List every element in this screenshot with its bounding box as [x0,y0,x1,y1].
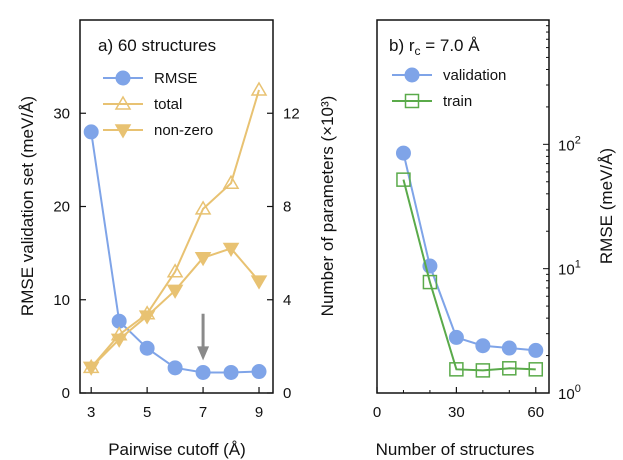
panel-a-annotation-arrow [197,313,210,361]
panel-a-point-non-zero [194,252,212,267]
panel-b-legend-label: train [443,93,472,110]
panel-a-point-RMSE [195,364,211,380]
panel-a-legend-label: RMSE [154,70,197,87]
panel-b-point-validation [448,329,464,345]
panel-a-left-tick-label: 10 [53,292,70,309]
panel-a-x-axis-label: Pairwise cutoff (Å) [108,440,246,459]
panel-a-point-RMSE [167,360,183,376]
panel-b-x-tick-label: 30 [448,404,465,421]
panel-a-point-total [194,200,212,215]
panel-b-legend-marker [404,93,420,109]
panel-a-left-tick-label: 0 [62,385,70,402]
panel-b-point-train [475,363,491,378]
panel-b-point-train [422,274,438,290]
panel-a-legend: RMSE total non-zero [103,70,213,139]
panel-a-point-non-zero [222,242,240,257]
panel-b-point-validation [528,342,544,358]
panel-a-right-tick-label: 4 [283,292,291,309]
panel-a-point-non-zero [110,333,128,348]
panel-a-x-tick-label: 9 [255,404,263,421]
panel-b-frame [376,19,550,394]
panel-b-x-tick-label: 0 [373,404,381,421]
panel-a-x-tick-label: 5 [143,404,151,421]
panel-a-point-RMSE [139,340,155,356]
panel-a-legend-marker [114,95,132,110]
arrow-head [197,346,210,361]
panel-b-y-tick-label: 101 [558,259,581,279]
panel-a-point-non-zero [82,361,100,376]
panel-b-ticks: 0 30 60 100 101 102 [373,25,581,421]
panel-b-point-validation [475,338,491,354]
panel-a-point-RMSE [111,313,127,329]
panel-b: b) rc = 7.0 Å Number of structures RMSE … [373,19,616,459]
panel-b-x-axis-label: Number of structures [376,440,535,459]
panel-a-right-tick-label: 0 [283,385,291,402]
panel-a-point-total [250,81,268,96]
panel-b-y-tick-label: 100 [558,383,581,403]
panel-b-title-suffix: = 7.0 Å [421,36,481,55]
panel-a-right-tick-label: 12 [283,105,300,122]
panel-a-legend-marker [114,124,132,139]
panel-b-point-train [396,172,411,187]
panel-a-point-total [166,263,184,278]
panel-a-point-RMSE [223,364,239,380]
panel-a-right-axis-label: Number of parameters (×10³) [318,96,337,317]
panel-a-point-non-zero [250,275,268,290]
panel-a-left-tick-label: 20 [53,199,70,216]
panel-b-legend-marker [404,67,420,83]
panel-b-legend-label: validation [443,67,506,84]
panel-b-title: b) rc = 7.0 Å [389,36,480,58]
panel-a-point-RMSE [83,124,99,140]
panel-b-title-subscript: c [415,44,421,58]
panel-b-point-train [528,362,544,377]
panel-a-left-tick-label: 30 [53,105,70,122]
panel-a-legend-label: total [154,96,182,113]
panel-b-series-line-train [402,179,536,372]
panel-b-y-axis-label: RMSE (meV/Å) [597,148,616,264]
panel-a-ticks: 3 5 7 9 0 10 20 30 0 4 8 12 [53,105,299,421]
panel-a-point-RMSE [251,364,267,380]
panel-b-point-validation [501,340,517,356]
panel-b-series [395,145,544,378]
panel-b-x-tick-label: 60 [527,404,544,421]
panel-a-series [82,81,268,380]
panel-b-title-prefix: b) r [389,36,415,55]
panel-b-point-validation [395,145,411,161]
panel-a: a) 60 structures Pairwise cutoff (Å) RMS… [18,19,337,459]
panel-b-legend: validation train [392,67,506,110]
panel-a-point-non-zero [138,310,156,325]
panel-a-legend-marker [115,70,131,86]
panel-a-left-axis-label: RMSE validation set (meV/Å) [18,96,37,316]
panel-a-point-total [222,174,240,189]
panel-b-y-tick-label: 102 [558,134,581,154]
panel-a-point-non-zero [166,284,184,299]
panel-b-point-train [449,362,464,377]
panel-a-legend-label: non-zero [154,122,213,139]
panel-b-point-train [502,361,517,376]
panel-a-x-tick-label: 7 [199,404,207,421]
panel-a-title: a) 60 structures [98,36,216,55]
panel-a-x-tick-label: 3 [87,404,95,421]
panel-b-series-line-validation [402,152,536,352]
panel-a-right-tick-label: 8 [283,199,291,216]
